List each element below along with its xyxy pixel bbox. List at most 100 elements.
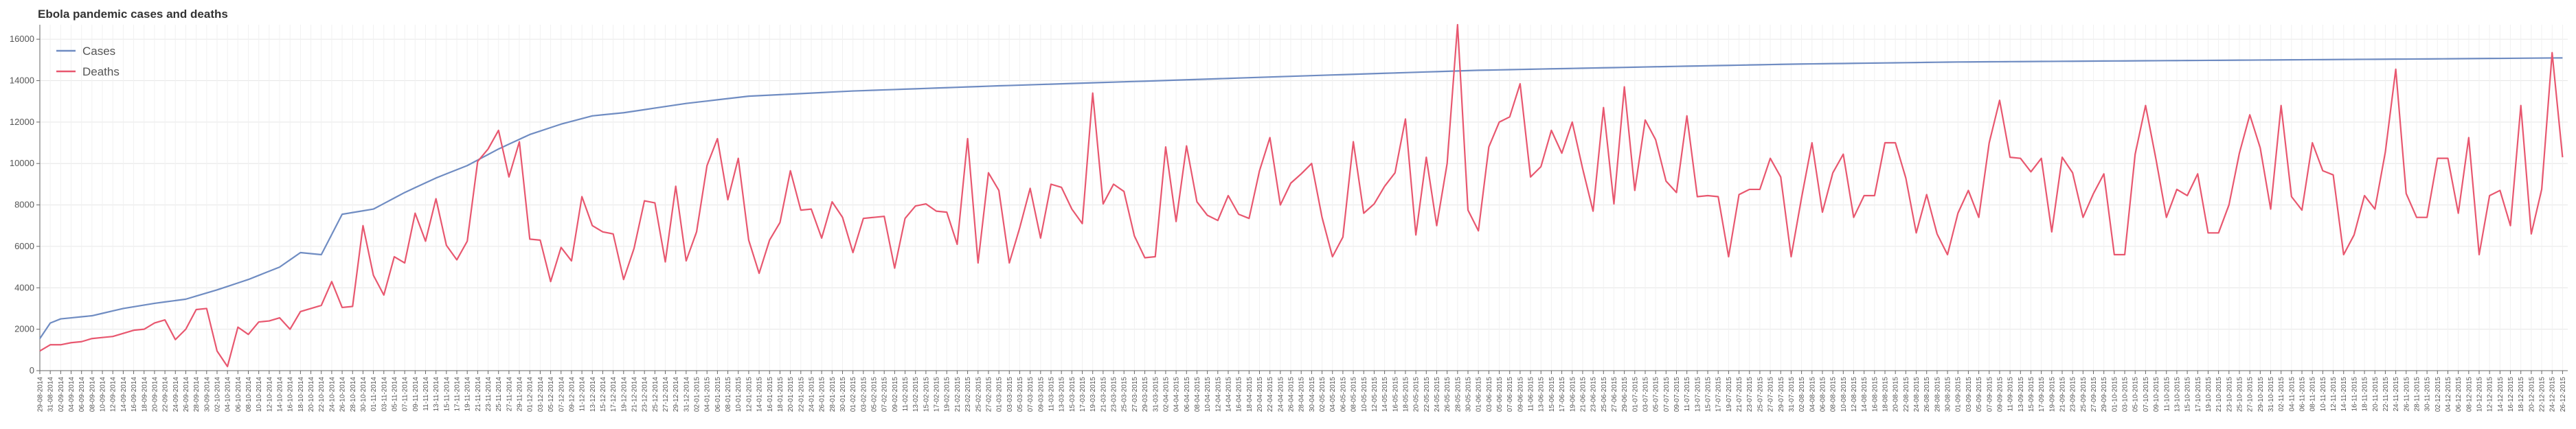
chart-title: Ebola pandemic cases and deaths bbox=[38, 8, 228, 21]
x-tick-label: 05-07-2015 bbox=[1653, 377, 1660, 413]
x-tick-label: 01-07-2015 bbox=[1631, 377, 1639, 413]
x-tick-label: 04-04-2015 bbox=[1173, 377, 1181, 413]
x-tick-label: 18-10-2014 bbox=[297, 377, 305, 413]
x-tick-label: 27-06-2015 bbox=[1611, 377, 1618, 413]
x-tick-label: 31-03-2015 bbox=[1152, 377, 1160, 413]
x-tick-label: 14-05-2015 bbox=[1381, 377, 1389, 413]
x-tick-label: 13-07-2015 bbox=[1694, 377, 1702, 413]
x-tick-label: 15-09-2015 bbox=[2028, 377, 2035, 413]
x-tick-label: 01-12-2014 bbox=[527, 377, 534, 413]
x-tick-label: 29-09-2015 bbox=[2101, 377, 2108, 413]
x-tick-label: 21-07-2015 bbox=[1736, 377, 1743, 413]
x-tick-label: 11-07-2015 bbox=[1684, 377, 1691, 412]
x-tick-label: 21-06-2015 bbox=[1579, 377, 1587, 413]
x-tick-label: 24-01-2015 bbox=[808, 377, 815, 413]
x-tick-label: 31-08-2014 bbox=[47, 377, 55, 413]
x-tick-label: 30-11-2015 bbox=[2424, 377, 2432, 412]
x-tick-label: 30-05-2015 bbox=[1465, 377, 1473, 413]
x-tick-label: 24-12-2015 bbox=[2549, 377, 2557, 413]
x-tick-label: 30-08-2015 bbox=[1945, 377, 1952, 413]
x-tick-label: 09-03-2015 bbox=[1037, 377, 1045, 413]
x-tick-label: 14-04-2015 bbox=[1225, 377, 1232, 413]
x-tick-label: 15-06-2015 bbox=[1548, 377, 1556, 413]
x-tick-label: 01-09-2015 bbox=[1955, 377, 1963, 413]
x-tick-label: 27-02-2015 bbox=[985, 377, 993, 413]
x-tick-label: 02-12-2015 bbox=[2434, 377, 2442, 413]
x-tick-label: 05-03-2015 bbox=[1017, 377, 1024, 413]
x-tick-label: 25-03-2015 bbox=[1121, 377, 1129, 413]
x-tick-label: 25-12-2014 bbox=[652, 377, 659, 413]
x-tick-label: 17-11-2014 bbox=[454, 377, 462, 412]
x-tick-label: 17-02-2015 bbox=[934, 377, 941, 413]
y-tick-label: 4000 bbox=[14, 282, 34, 292]
x-tick-label: 26-05-2015 bbox=[1444, 377, 1451, 413]
y-tick-label: 2000 bbox=[14, 324, 34, 334]
x-tick-label: 22-01-2015 bbox=[798, 377, 805, 413]
x-tick-label: 16-10-2014 bbox=[287, 377, 295, 413]
x-tick-label: 22-04-2015 bbox=[1267, 377, 1274, 413]
x-tick-label: 27-12-2014 bbox=[662, 377, 670, 413]
x-tick-label: 18-08-2015 bbox=[1882, 377, 1890, 413]
x-tick-label: 04-11-2015 bbox=[2288, 377, 2296, 412]
x-tick-label: 18-09-2014 bbox=[141, 377, 148, 413]
x-tick-label: 11-09-2015 bbox=[2007, 377, 2015, 412]
x-tick-label: 24-04-2015 bbox=[1277, 377, 1285, 413]
x-tick-label: 08-01-2015 bbox=[725, 377, 732, 413]
x-tick-label: 07-02-2015 bbox=[881, 377, 889, 413]
x-tick-label: 16-01-2015 bbox=[767, 377, 774, 413]
x-tick-label: 01-11-2014 bbox=[370, 377, 378, 412]
x-tick-label: 11-02-2015 bbox=[902, 377, 909, 412]
x-tick-label: 25-09-2015 bbox=[2080, 377, 2088, 413]
x-tick-label: 09-09-2015 bbox=[1996, 377, 2004, 413]
x-tick-label: 05-11-2014 bbox=[391, 377, 398, 412]
x-tick-label: 02-04-2015 bbox=[1162, 377, 1170, 413]
x-tick-label: 20-11-2015 bbox=[2372, 377, 2380, 412]
x-tick-label: 10-09-2014 bbox=[100, 377, 107, 413]
x-tick-label: 24-09-2014 bbox=[172, 377, 180, 413]
x-tick-label: 15-02-2015 bbox=[923, 377, 930, 413]
x-tick-label: 21-09-2015 bbox=[2059, 377, 2067, 413]
x-tick-label: 16-11-2015 bbox=[2351, 377, 2358, 412]
x-tick-label: 14-11-2015 bbox=[2340, 377, 2348, 412]
x-tick-label: 20-04-2015 bbox=[1256, 377, 1264, 413]
x-tick-label: 23-06-2015 bbox=[1590, 377, 1598, 413]
x-tick-label: 17-06-2015 bbox=[1559, 377, 1566, 413]
x-tick-label: 14-09-2014 bbox=[120, 377, 128, 413]
x-tick-label: 06-01-2015 bbox=[714, 377, 722, 413]
x-tick-label: 13-06-2015 bbox=[1538, 377, 1546, 413]
x-tick-label: 19-06-2015 bbox=[1569, 377, 1577, 413]
x-tick-label: 29-06-2015 bbox=[1621, 377, 1629, 413]
x-tick-label: 07-12-2014 bbox=[558, 377, 565, 413]
x-tick-label: 02-08-2015 bbox=[1798, 377, 1806, 413]
y-tick-label: 0 bbox=[30, 365, 34, 375]
x-tick-label: 04-12-2015 bbox=[2445, 377, 2452, 413]
x-tick-label: 19-10-2015 bbox=[2205, 377, 2213, 413]
x-tick-label: 16-08-2015 bbox=[1871, 377, 1879, 413]
y-tick-label: 14000 bbox=[10, 75, 34, 85]
x-tick-label: 25-06-2015 bbox=[1601, 377, 1608, 413]
x-tick-label: 13-12-2014 bbox=[589, 377, 597, 413]
x-tick-label: 05-12-2014 bbox=[547, 377, 555, 413]
x-tick-label: 08-04-2015 bbox=[1194, 377, 1201, 413]
x-tick-label: 02-10-2014 bbox=[214, 377, 221, 413]
x-tick-label: 16-04-2015 bbox=[1236, 377, 1243, 413]
x-tick-label: 01-02-2015 bbox=[850, 377, 857, 413]
x-tick-label: 18-12-2015 bbox=[2518, 377, 2525, 413]
x-tick-label: 30-01-2015 bbox=[839, 377, 847, 413]
x-tick-label: 04-08-2015 bbox=[1809, 377, 1816, 413]
x-tick-label: 18-01-2015 bbox=[777, 377, 784, 413]
x-tick-label: 18-11-2015 bbox=[2362, 377, 2369, 412]
x-tick-label: 08-10-2014 bbox=[245, 377, 253, 413]
x-tick-label: 14-08-2015 bbox=[1861, 377, 1868, 413]
x-tick-label: 08-11-2015 bbox=[2309, 377, 2317, 412]
x-tick-label: 09-11-2014 bbox=[412, 377, 420, 412]
x-tick-label: 12-09-2014 bbox=[110, 377, 117, 413]
x-tick-label: 06-04-2015 bbox=[1184, 377, 1191, 413]
x-tick-label: 07-07-2015 bbox=[1663, 377, 1671, 413]
x-tick-label: 24-11-2015 bbox=[2393, 377, 2400, 412]
y-tick-label: 16000 bbox=[10, 34, 34, 44]
y-tick-label: 8000 bbox=[14, 200, 34, 210]
x-tick-label: 23-11-2014 bbox=[485, 377, 493, 412]
x-tick-label: 26-01-2015 bbox=[819, 377, 826, 413]
